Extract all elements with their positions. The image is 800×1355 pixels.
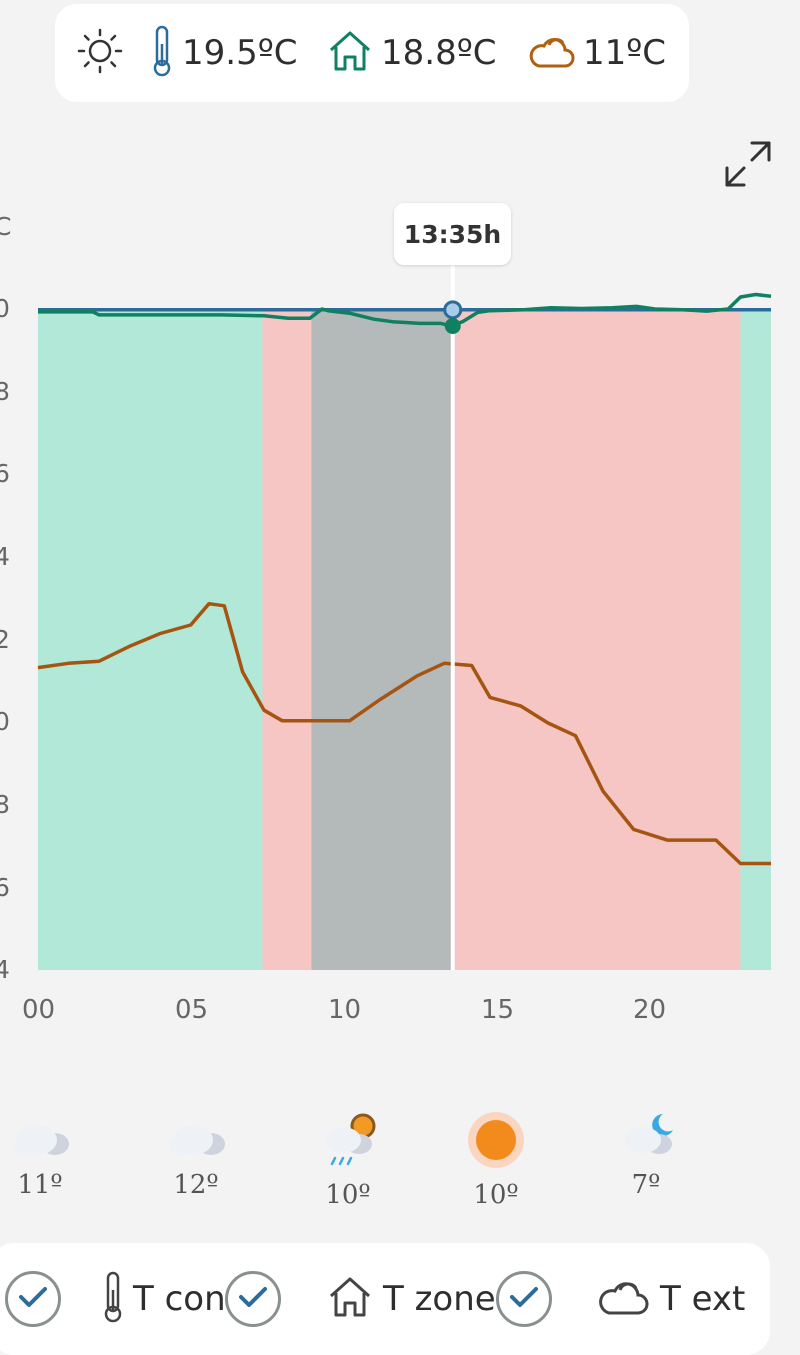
expand-icon bbox=[722, 141, 774, 194]
tcon-marker bbox=[443, 300, 463, 320]
thermometer-icon bbox=[103, 1270, 123, 1328]
cloudy-icon bbox=[5, 1125, 75, 1164]
check-icon bbox=[18, 1285, 48, 1313]
legend-text[interactable]: T ext bbox=[496, 1243, 745, 1355]
y-tick: 2 bbox=[0, 625, 10, 654]
legend-bar bbox=[0, 1243, 770, 1355]
y-tick: 8 bbox=[0, 377, 10, 406]
forecast-item: 7º bbox=[606, 1110, 686, 1200]
legend-tzone[interactable]: T zone bbox=[225, 1243, 496, 1355]
y-tick: 4 bbox=[0, 955, 10, 984]
mode-band-comfort bbox=[740, 309, 771, 970]
tzone-label: T zone bbox=[383, 1279, 496, 1319]
tcon-label: T con bbox=[133, 1279, 226, 1319]
zone-temp: 18.8ºC bbox=[381, 33, 497, 73]
forecast-temp: 10º bbox=[473, 1180, 519, 1210]
x-tick: 10 bbox=[328, 995, 362, 1025]
y-tick: 0 bbox=[0, 707, 10, 736]
y-tick: 0 bbox=[0, 294, 10, 323]
mode-band-comfort bbox=[38, 309, 263, 970]
forecast-item: 10º bbox=[308, 1110, 388, 1210]
rain-sun-icon bbox=[313, 1113, 383, 1174]
series-line bbox=[37, 601, 771, 866]
tcon-checkbox[interactable] bbox=[5, 1271, 61, 1327]
mode-band-off bbox=[311, 309, 453, 970]
check-icon bbox=[238, 1285, 268, 1313]
y-tick: 4 bbox=[0, 542, 10, 571]
sun-icon bbox=[75, 26, 125, 80]
summary-zone: 18.8ºC bbox=[327, 4, 496, 102]
forecast-item: 10º bbox=[456, 1110, 536, 1210]
x-tick: 15 bbox=[481, 995, 515, 1025]
forecast-item: 12º bbox=[156, 1110, 236, 1200]
expand-button[interactable] bbox=[722, 138, 774, 190]
y-tick: 6 bbox=[0, 459, 10, 488]
summary-weather bbox=[75, 4, 125, 102]
check-icon bbox=[509, 1285, 539, 1313]
cloudy-night-icon bbox=[611, 1114, 681, 1164]
y-tick: 8 bbox=[0, 790, 10, 819]
exterior-temp: 11ºC bbox=[583, 33, 667, 73]
summary-setpoint: 19.5ºC bbox=[150, 4, 297, 102]
sun-icon bbox=[461, 1112, 531, 1174]
forecast-item: 11º bbox=[0, 1110, 80, 1200]
legend-tcon[interactable]: T con bbox=[5, 1243, 226, 1355]
time-tooltip: 13:35h bbox=[394, 203, 511, 265]
y-tick: 6 bbox=[0, 873, 10, 902]
home-icon bbox=[327, 28, 373, 78]
thermometer-icon bbox=[150, 24, 174, 82]
cloud-icon bbox=[527, 31, 575, 75]
mode-band-eco bbox=[452, 309, 741, 970]
forecast-temp: 11º bbox=[17, 1170, 63, 1200]
x-tick: 20 bbox=[633, 995, 667, 1025]
summary-card: 19.5ºC 18.8ºC 11ºC bbox=[55, 4, 689, 102]
cloud-icon bbox=[596, 1275, 650, 1323]
forecast-temp: 12º bbox=[173, 1170, 219, 1200]
tzone-checkbox[interactable] bbox=[225, 1271, 281, 1327]
x-tick: 05 bbox=[175, 995, 209, 1025]
tzone-marker bbox=[444, 318, 461, 334]
home-icon bbox=[327, 1274, 373, 1324]
cloudy-icon bbox=[161, 1125, 231, 1164]
x-tick: 00 bbox=[22, 995, 56, 1025]
forecast-temp: 10º bbox=[325, 1180, 371, 1210]
mode-band-eco bbox=[262, 309, 312, 970]
temperature-chart[interactable] bbox=[0, 0, 800, 1000]
setpoint-temp: 19.5ºC bbox=[182, 33, 298, 73]
text-label: T ext bbox=[660, 1279, 746, 1319]
y-tick: C bbox=[0, 212, 12, 241]
summary-exterior: 11ºC bbox=[527, 4, 666, 102]
forecast-temp: 7º bbox=[631, 1170, 661, 1200]
text-checkbox[interactable] bbox=[496, 1271, 552, 1327]
